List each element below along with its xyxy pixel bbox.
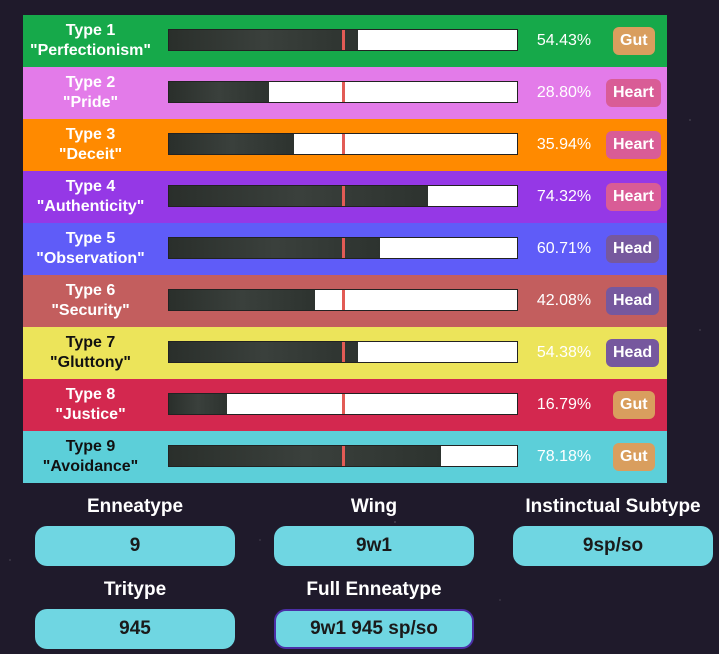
midpoint-marker bbox=[342, 186, 345, 206]
full-enneatype-value[interactable]: 9w1 945 sp/so bbox=[274, 609, 474, 649]
center-badge: Gut bbox=[613, 443, 655, 471]
score-percent: 60.71% bbox=[536, 240, 592, 257]
score-percent: 28.80% bbox=[536, 84, 592, 101]
type-label: Type 4 "Authenticity" bbox=[23, 177, 158, 217]
type-row: Type 9 "Avoidance" 78.18% Gut bbox=[23, 431, 667, 483]
type-number: Type 9 bbox=[65, 438, 116, 455]
score-percent: 78.18% bbox=[536, 448, 592, 465]
type-number: Type 8 bbox=[65, 386, 116, 403]
tritype-value: 945 bbox=[35, 609, 235, 649]
type-name: "Security" bbox=[51, 302, 130, 319]
type-label: Type 6 "Security" bbox=[23, 281, 158, 321]
type-number: Type 3 bbox=[65, 126, 116, 143]
enneatype-value: 9 bbox=[35, 526, 235, 566]
score-bar bbox=[168, 393, 518, 415]
midpoint-marker bbox=[342, 290, 345, 310]
score-bar-fill bbox=[169, 394, 228, 414]
score-percent: 74.32% bbox=[536, 188, 592, 205]
score-bar-fill bbox=[169, 290, 316, 310]
type-name: "Perfectionism" bbox=[30, 42, 151, 59]
type-row: Type 1 "Perfectionism" 54.43% Gut bbox=[23, 15, 667, 67]
type-label: Type 8 "Justice" bbox=[23, 385, 158, 425]
score-bar bbox=[168, 341, 518, 363]
type-number: Type 2 bbox=[65, 74, 116, 91]
wing-value: 9w1 bbox=[274, 526, 474, 566]
wing-label: Wing bbox=[350, 496, 398, 517]
type-row: Type 6 "Security" 42.08% Head bbox=[23, 275, 667, 327]
center-badge: Heart bbox=[606, 131, 661, 159]
midpoint-marker bbox=[342, 238, 345, 258]
score-bar bbox=[168, 133, 518, 155]
midpoint-marker bbox=[342, 446, 345, 466]
score-bar-fill bbox=[169, 446, 442, 466]
score-percent: 54.43% bbox=[536, 32, 592, 49]
center-badge: Head bbox=[606, 235, 660, 263]
score-bar-fill bbox=[169, 186, 428, 206]
type-name: "Avoidance" bbox=[42, 458, 139, 475]
type-label: Type 7 "Gluttony" bbox=[23, 333, 158, 373]
type-name: "Authenticity" bbox=[36, 198, 145, 215]
score-percent: 42.08% bbox=[536, 292, 592, 309]
enneatype-label: Enneatype bbox=[86, 496, 184, 517]
score-bar-fill bbox=[169, 30, 359, 50]
midpoint-marker bbox=[342, 134, 345, 154]
score-bar bbox=[168, 445, 518, 467]
type-label: Type 2 "Pride" bbox=[23, 73, 158, 113]
type-name: "Deceit" bbox=[58, 146, 123, 163]
instinctual-subtype-value: 9sp/so bbox=[513, 526, 713, 566]
score-bar bbox=[168, 185, 518, 207]
score-bar bbox=[168, 29, 518, 51]
center-badge: Heart bbox=[606, 183, 661, 211]
type-name: "Observation" bbox=[36, 250, 145, 267]
score-bar bbox=[168, 81, 518, 103]
score-bar-fill bbox=[169, 238, 381, 258]
type-number: Type 4 bbox=[65, 178, 116, 195]
type-row: Type 3 "Deceit" 35.94% Heart bbox=[23, 119, 667, 171]
score-bar-fill bbox=[169, 342, 359, 362]
score-bar-fill bbox=[169, 134, 295, 154]
center-badge: Heart bbox=[606, 79, 661, 107]
score-bar bbox=[168, 237, 518, 259]
midpoint-marker bbox=[342, 394, 345, 414]
tritype-label: Tritype bbox=[103, 579, 167, 600]
midpoint-marker bbox=[342, 342, 345, 362]
score-percent: 16.79% bbox=[536, 396, 592, 413]
type-name: "Justice" bbox=[55, 406, 126, 423]
type-row: Type 4 "Authenticity" 74.32% Heart bbox=[23, 171, 667, 223]
enneagram-score-table: Type 1 "Perfectionism" 54.43% Gut Type 2 "Pri… bbox=[23, 15, 667, 483]
type-label: Type 9 "Avoidance" bbox=[23, 437, 158, 477]
type-row: Type 5 "Observation" 60.71% Head bbox=[23, 223, 667, 275]
type-number: Type 1 bbox=[65, 22, 116, 39]
midpoint-marker bbox=[342, 82, 345, 102]
type-label: Type 3 "Deceit" bbox=[23, 125, 158, 165]
type-number: Type 7 bbox=[65, 334, 116, 351]
type-number: Type 6 bbox=[65, 282, 116, 299]
type-row: Type 7 "Gluttony" 54.38% Head bbox=[23, 327, 667, 379]
center-badge: Gut bbox=[613, 27, 655, 55]
full-enneatype-label: Full Enneatype bbox=[306, 579, 442, 600]
center-badge: Head bbox=[606, 287, 660, 315]
score-percent: 54.38% bbox=[536, 344, 592, 361]
score-percent: 35.94% bbox=[536, 136, 592, 153]
score-bar bbox=[168, 289, 518, 311]
type-number: Type 5 bbox=[65, 230, 116, 247]
midpoint-marker bbox=[342, 30, 345, 50]
center-badge: Gut bbox=[613, 391, 655, 419]
type-row: Type 2 "Pride" 28.80% Heart bbox=[23, 67, 667, 119]
instinctual-subtype-label: Instinctual Subtype bbox=[525, 496, 701, 517]
type-name: "Gluttony" bbox=[50, 354, 131, 371]
type-row: Type 8 "Justice" 16.79% Gut bbox=[23, 379, 667, 431]
type-label: Type 1 "Perfectionism" bbox=[23, 21, 158, 61]
type-label: Type 5 "Observation" bbox=[23, 229, 158, 269]
type-name: "Pride" bbox=[62, 94, 119, 111]
center-badge: Head bbox=[606, 339, 660, 367]
score-bar-fill bbox=[169, 82, 270, 102]
